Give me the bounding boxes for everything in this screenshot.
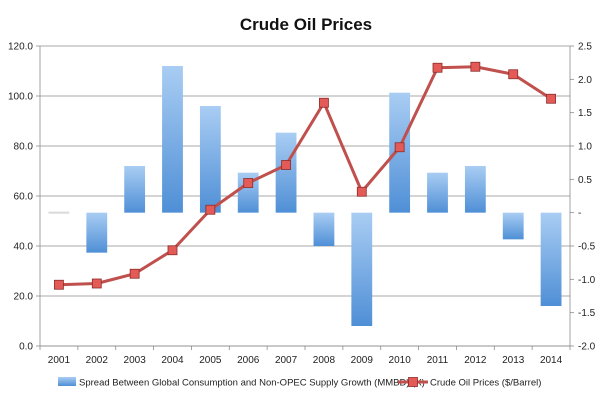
left-tick-label: 20.0 [14, 292, 34, 303]
axes: 0.020.040.060.080.0100.0120.0-2.0-1.5-1.… [8, 42, 596, 367]
bar [351, 212, 373, 326]
line-point [281, 160, 291, 170]
line-point [394, 142, 405, 153]
right-tick-label: -2.0 [578, 342, 596, 353]
price-line [58, 65, 552, 287]
line-point [432, 62, 443, 73]
legend: Spread Between Global Consumption and No… [58, 377, 541, 389]
right-tick-label: -1.0 [578, 275, 596, 286]
x-tick-label: 2011 [427, 355, 449, 366]
bar [86, 212, 108, 253]
bar [502, 212, 524, 240]
chart-title: Crude Oil Prices [240, 15, 372, 34]
x-tick-label: 2008 [313, 355, 336, 366]
legend-label-bar: Spread Between Global Consumption and No… [79, 378, 425, 389]
line-point [167, 245, 178, 256]
bar [124, 166, 146, 213]
right-tick-label: -0.5 [578, 242, 596, 253]
bar [275, 132, 297, 213]
bar [48, 211, 70, 214]
x-tick-label: 2005 [199, 355, 222, 366]
bar [540, 212, 562, 306]
line-point [205, 204, 216, 215]
line-point [356, 186, 367, 197]
x-tick-label: 2007 [275, 355, 298, 366]
bar [389, 92, 411, 213]
right-tick-label: - [578, 208, 581, 219]
left-tick-label: 40.0 [14, 242, 34, 253]
right-tick-label: 2.0 [578, 75, 592, 86]
line-point [319, 97, 329, 108]
line-point [546, 93, 556, 104]
x-tick-label: 2002 [86, 355, 109, 366]
line-point [470, 61, 481, 72]
x-tick-label: 2004 [161, 355, 184, 366]
x-tick-label: 2012 [464, 355, 487, 366]
bar [237, 172, 259, 213]
left-tick-label: 80.0 [14, 142, 34, 153]
x-tick-label: 2013 [502, 355, 525, 366]
right-tick-label: 2.5 [578, 42, 592, 53]
line-point [243, 178, 254, 188]
x-tick-label: 2006 [237, 355, 260, 366]
right-tick-label: -1.5 [578, 308, 596, 319]
line-point [54, 279, 64, 290]
legend-label-line: Crude Oil Prices ($/Barrel) [430, 378, 541, 389]
bar [427, 172, 448, 213]
left-tick-label: 60.0 [14, 192, 34, 203]
line-series [54, 61, 556, 290]
line-point [129, 268, 140, 279]
left-tick-label: 100.0 [8, 92, 33, 103]
bar [464, 166, 486, 213]
bar-series [48, 66, 562, 326]
x-tick-label: 2001 [48, 355, 71, 366]
left-tick-label: 0.0 [19, 342, 33, 353]
left-tick-label: 120.0 [8, 42, 33, 53]
x-tick-label: 2010 [389, 355, 412, 366]
bar [313, 212, 335, 246]
bar [199, 106, 221, 213]
x-tick-label: 2014 [540, 355, 563, 366]
line-point [91, 278, 102, 289]
legend-swatch-bar [58, 377, 76, 386]
bar [162, 66, 183, 213]
right-tick-label: 0.5 [578, 175, 592, 186]
right-tick-label: 1.5 [578, 108, 592, 119]
x-tick-label: 2009 [351, 355, 374, 366]
right-tick-label: 1.0 [578, 142, 592, 153]
legend-swatch-marker [408, 377, 418, 387]
line-point [508, 69, 519, 80]
x-tick-label: 2003 [124, 355, 147, 366]
